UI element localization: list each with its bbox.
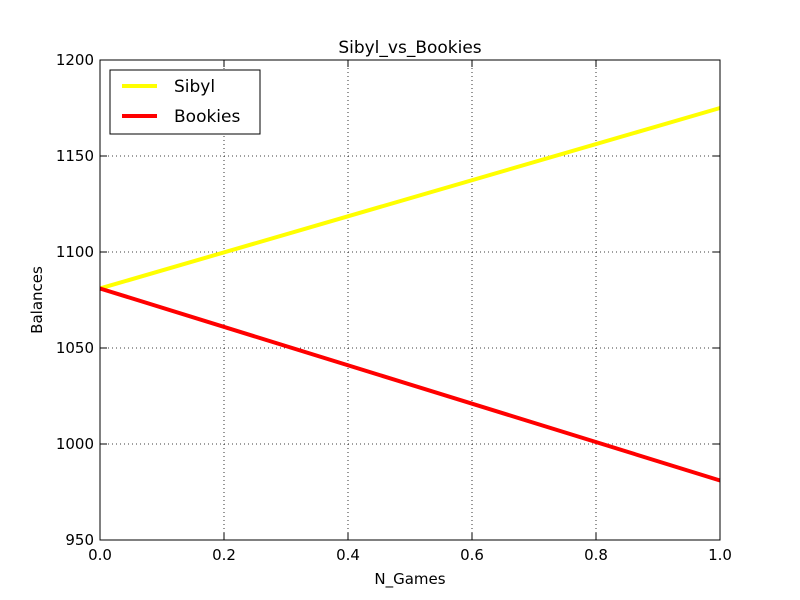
- x-tick-label: 0.8: [584, 546, 608, 564]
- x-tick-label: 0.6: [460, 546, 484, 564]
- x-tick-label: 1.0: [708, 546, 732, 564]
- y-tick-label: 1150: [56, 147, 94, 165]
- axis-ticks: 0.0 0.2 0.4 0.6 0.8 1.0 950 1000 1050 1100 1150 120…: [56, 51, 732, 564]
- series-line-bookies: [99, 286, 721, 483]
- x-tick-label: 0.0: [88, 546, 112, 564]
- chart-title: Sibyl_vs_Bookies: [338, 38, 481, 58]
- y-tick-label: 1100: [56, 243, 94, 261]
- x-tick-label: 0.4: [336, 546, 360, 564]
- y-tick-label: 950: [65, 531, 94, 549]
- y-tick-label: 1200: [56, 51, 94, 69]
- series-line-sibyl: [99, 106, 721, 291]
- legend: Sibyl Bookies: [109, 69, 261, 135]
- y-axis-label: Balances: [28, 266, 46, 334]
- series-lines: [99, 106, 721, 483]
- legend-label-bookies: Bookies: [174, 107, 240, 127]
- plot-area-frame: [99, 59, 721, 541]
- legend-label-sibyl: Sibyl: [174, 77, 215, 97]
- legend-box: [109, 69, 261, 135]
- x-axis-label: N_Games: [374, 570, 445, 589]
- y-tick-label: 1050: [56, 339, 94, 357]
- y-tick-label: 1000: [56, 435, 94, 453]
- x-tick-label: 0.2: [212, 546, 236, 564]
